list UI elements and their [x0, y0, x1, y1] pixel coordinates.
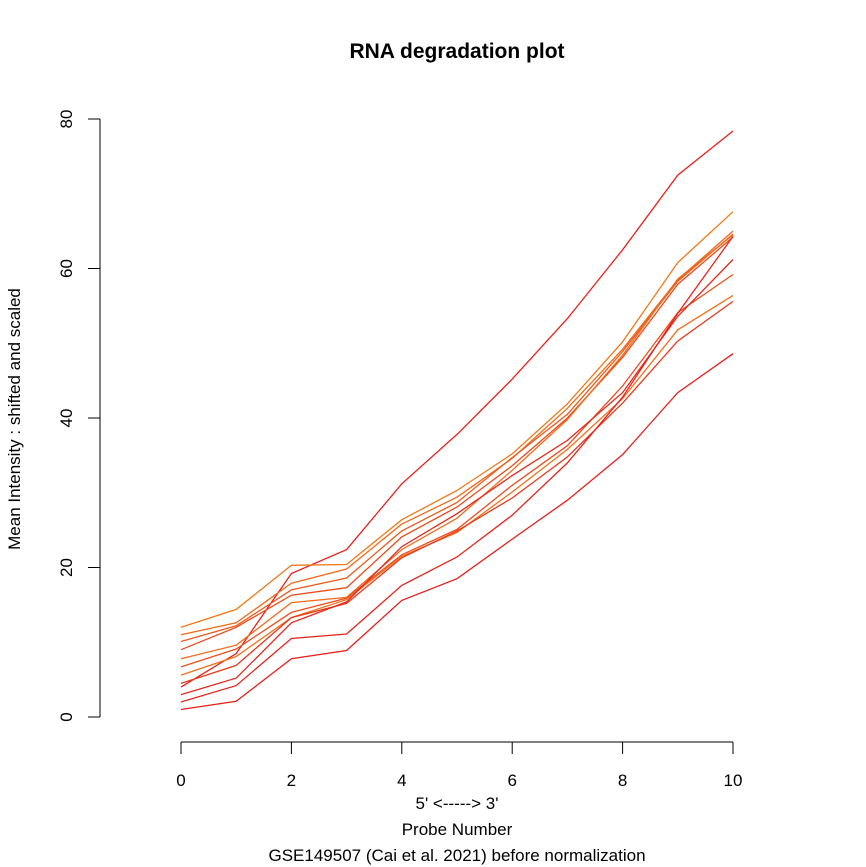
series-line-7 [180, 273, 734, 668]
y-axis: 0 20 40 60 80 [57, 110, 101, 722]
x-tick-label: 4 [397, 771, 406, 790]
x-axis-label: 5' <-----> 3' [415, 794, 498, 813]
series-line-11 [180, 236, 734, 703]
y-tick-label: 0 [57, 712, 76, 721]
y-tick-label: 20 [57, 558, 76, 577]
x-tick-label: 0 [176, 771, 185, 790]
x-tick-label: 10 [724, 771, 743, 790]
series-line-8 [180, 294, 734, 676]
x-tick-label: 8 [618, 771, 627, 790]
y-tick-label: 40 [57, 409, 76, 428]
x-tick-label: 2 [287, 771, 296, 790]
series-line-9 [180, 300, 734, 685]
series-line-4 [180, 233, 734, 643]
y-tick-label: 80 [57, 110, 76, 129]
series-line-3 [180, 230, 734, 636]
series-line-2 [180, 211, 734, 628]
x-axis-label-secondary: Probe Number [402, 820, 513, 839]
y-axis-label: Mean Intensity : shifted and scaled [5, 288, 24, 550]
series-line-12 [180, 353, 734, 711]
series-line-10 [180, 259, 734, 696]
series-line-5 [180, 236, 734, 651]
series-lines [180, 130, 734, 711]
series-line-1 [180, 130, 734, 688]
chart-subtitle: GSE149507 (Cai et al. 2021) before norma… [268, 846, 645, 865]
series-line-6 [180, 234, 734, 660]
y-tick-label: 60 [57, 259, 76, 278]
x-axis: 0 2 4 6 8 10 [176, 741, 743, 790]
chart-title: RNA degradation plot [349, 40, 564, 63]
x-tick-label: 6 [507, 771, 516, 790]
